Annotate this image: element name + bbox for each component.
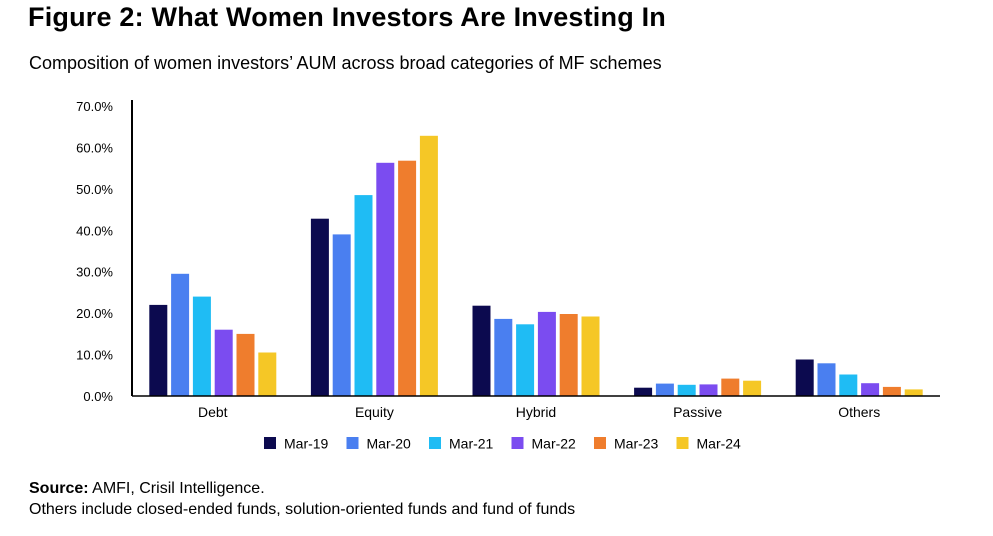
x-category-label: Others: [838, 404, 880, 420]
bar-hybrid-mar-21: [516, 324, 535, 396]
bar-passive-mar-23: [721, 378, 740, 396]
bar-passive-mar-24: [743, 380, 762, 396]
y-tick-label: 20.0%: [76, 306, 113, 321]
legend-label: Mar-19: [284, 436, 329, 452]
x-category-label: Hybrid: [516, 404, 556, 420]
footer: Source: AMFI, Crisil Intelligence. Other…: [29, 478, 575, 520]
y-tick-label: 60.0%: [76, 140, 113, 155]
bar-debt-mar-19: [149, 304, 168, 396]
bar-debt-mar-20: [171, 273, 190, 396]
bar-others-mar-20: [817, 363, 836, 396]
bar-equity-mar-20: [332, 234, 351, 396]
x-category-label: Debt: [198, 404, 228, 420]
y-tick-label: 50.0%: [76, 182, 113, 197]
legend-swatch: [346, 437, 359, 449]
y-tick-label: 0.0%: [83, 389, 113, 404]
bar-passive-mar-22: [699, 384, 718, 396]
legend-swatch: [429, 437, 441, 449]
y-axis-ticks: 0.0% 10.0% 20.0% 30.0% 40.0% 50.0% 60.0% 70.0%: [76, 99, 113, 404]
bar-hybrid-mar-23: [559, 314, 578, 396]
bar-equity-mar-24: [419, 135, 438, 397]
bar-equity-mar-19: [310, 218, 329, 396]
legend-swatch: [264, 437, 276, 449]
chart-title: Figure 2: What Women Investors Are Inves…: [28, 2, 666, 32]
bar-hybrid-mar-24: [581, 316, 600, 396]
legend-label: Mar-22: [532, 436, 577, 452]
bar-passive-mar-20: [655, 383, 674, 396]
bar-hybrid-mar-20: [494, 318, 513, 396]
y-tick-label: 30.0%: [76, 265, 113, 280]
legend-swatch: [511, 437, 524, 449]
source-line: Source: AMFI, Crisil Intelligence.: [29, 478, 575, 499]
chart-subtitle: Composition of women investors’ AUM acro…: [29, 53, 662, 73]
bar-debt-mar-24: [258, 352, 277, 396]
bar-passive-mar-21: [677, 384, 696, 396]
footnote: Others include closed-ended funds, solut…: [29, 501, 576, 518]
bars: [149, 135, 923, 397]
bar-debt-mar-22: [214, 329, 233, 396]
legend-label: Mar-20: [367, 436, 412, 452]
bar-equity-mar-23: [398, 160, 417, 396]
bar-equity-mar-21: [354, 195, 373, 396]
source-label: Source:: [29, 480, 89, 497]
legend-label: Mar-21: [449, 436, 494, 452]
bar-debt-mar-23: [236, 333, 255, 396]
legend-label: Mar-24: [697, 436, 742, 452]
x-axis-category-labels: Debt Equity Hybrid Passive Others: [198, 404, 880, 420]
bar-equity-mar-22: [376, 162, 395, 396]
bar-hybrid-mar-22: [537, 311, 556, 396]
bar-others-mar-21: [839, 374, 858, 396]
bar-passive-mar-19: [634, 387, 653, 396]
legend: Mar-19 Mar-20 Mar-21 Mar-22 Mar-23 Mar-24: [264, 436, 741, 452]
bar-hybrid-mar-19: [472, 305, 491, 396]
source-text: AMFI, Crisil Intelligence.: [88, 480, 265, 497]
legend-swatch: [676, 437, 689, 449]
y-tick-label: 70.0%: [76, 99, 113, 114]
y-tick-label: 40.0%: [76, 223, 113, 238]
legend-swatch: [594, 437, 606, 449]
bar-others-mar-19: [795, 359, 814, 396]
x-category-label: Passive: [673, 404, 722, 420]
y-tick-label: 10.0%: [76, 348, 113, 363]
bar-others-mar-22: [861, 383, 880, 396]
bar-chart: 0.0%10.0%20.0%30.0%40.0%50.0%60.0%70.0% …: [76, 99, 940, 452]
x-category-label: Equity: [355, 404, 394, 420]
bar-others-mar-23: [882, 386, 901, 396]
bar-others-mar-24: [904, 389, 923, 396]
bar-debt-mar-21: [192, 296, 211, 396]
legend-label: Mar-23: [614, 436, 659, 452]
